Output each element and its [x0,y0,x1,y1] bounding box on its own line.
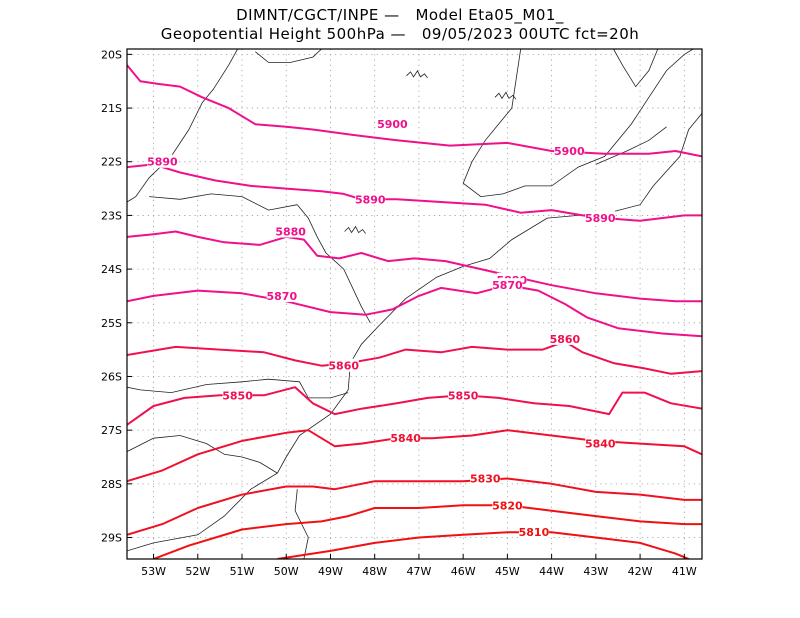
contour-label-5900: 5900 [554,145,585,158]
map-title-line-2: Geopotential Height 500hPa — 09/05/2023 … [160,25,640,43]
lon-label: 43W [583,565,608,578]
contour-5830 [127,477,702,536]
coastline-border [595,126,667,165]
lat-label: 22S [101,156,122,169]
contour-5810 [277,531,690,559]
contour-labels: 5900590058905890589058805880587058705860… [147,117,616,539]
coastline-border [296,204,371,323]
contour-5900 [127,64,702,158]
reservoir [494,91,517,100]
lat-label: 28S [101,478,122,491]
lat-label: 29S [101,532,122,545]
lon-label: 41W [672,565,697,578]
contour-label-background [275,224,306,238]
contour-label-background [549,331,580,345]
contour-label-background [147,154,178,168]
lat-label: 21S [101,102,122,115]
coastline-border [127,49,238,203]
contour-label-background [585,211,616,225]
lat-label: 23S [101,209,122,222]
coastline-border [127,113,702,552]
contour-label-5850: 5850 [448,389,479,402]
contour-label-background [390,431,421,445]
contour-label-background [585,436,616,450]
coastline-and-borders [127,49,702,559]
lon-label: 52W [185,565,210,578]
lon-label: 44W [539,565,564,578]
lat-label: 24S [101,263,122,276]
plot-frame [126,48,703,560]
contour-label-background [448,388,479,402]
contour-label-5890: 5890 [585,212,616,225]
lon-label: 48W [362,565,387,578]
coastline-border [127,378,349,399]
coastline-border [127,435,278,474]
lon-label: 45W [495,565,520,578]
contour-label-background [328,358,359,372]
contour-label-5820: 5820 [492,499,523,512]
lon-label: 49W [318,565,343,578]
lat-lon-grid [127,49,702,559]
lon-label: 42W [628,565,653,578]
contour-label-5860: 5860 [550,333,581,346]
contour-label-5870: 5870 [492,279,523,292]
contour-5860 [127,340,702,375]
lon-label: 50W [274,565,299,578]
reservoir [406,70,428,79]
contour-label-5830: 5830 [470,472,501,485]
lat-label: 20S [101,48,122,61]
contour-label-background [492,498,523,512]
contour-label-background [518,525,549,539]
latitude-labels: 20S 21S 22S 23S 24S 25S 26S 27S 28S 29S [101,48,132,545]
reservoir [344,225,366,234]
contour-label-5890: 5890 [355,193,386,206]
contour-5850 [127,386,702,426]
contour-label-5900: 5900 [377,118,408,131]
contour-label-5890: 5890 [147,156,178,169]
contour-label-background [222,388,253,402]
lon-label: 51W [230,565,255,578]
contour-label-5850: 5850 [222,389,253,402]
contour-5880 [127,230,702,303]
lon-label: 53W [141,565,166,578]
contour-label-5880: 5880 [275,226,306,239]
contour-label-5860: 5860 [328,360,359,373]
contour-label-background [377,117,408,131]
coastline-border [294,489,309,559]
lat-label: 26S [101,370,122,383]
map-title-line-1: DIMNT/CGCT/INPE — Model Eta05_M01_ [236,6,564,24]
contour-label-5810: 5810 [519,526,550,539]
contour-label-background [355,192,386,206]
longitude-labels: 53W 52W 51W 50W 49W 48W 47W 46W 45W 44W 43W 42W 41W [141,554,697,578]
coastline-border [255,49,322,63]
lat-label: 27S [101,424,122,437]
contour-label-5840: 5840 [390,432,421,445]
coastline-border [462,49,694,198]
coastline-border [149,193,298,211]
lat-label: 25S [101,317,122,330]
lon-label: 46W [451,565,476,578]
contour-label-background [492,278,523,292]
contour-5820 [153,504,702,559]
lon-label: 47W [406,565,431,578]
contour-label-5870: 5870 [266,290,297,303]
coastline-border [613,49,659,88]
height-contours [127,64,702,559]
contour-label-5840: 5840 [585,438,616,451]
contour-5870 [127,284,702,338]
contour-label-background [266,288,297,302]
contour-5890 [127,163,702,222]
contour-label-background [554,144,585,157]
contour-label-background [470,471,501,485]
